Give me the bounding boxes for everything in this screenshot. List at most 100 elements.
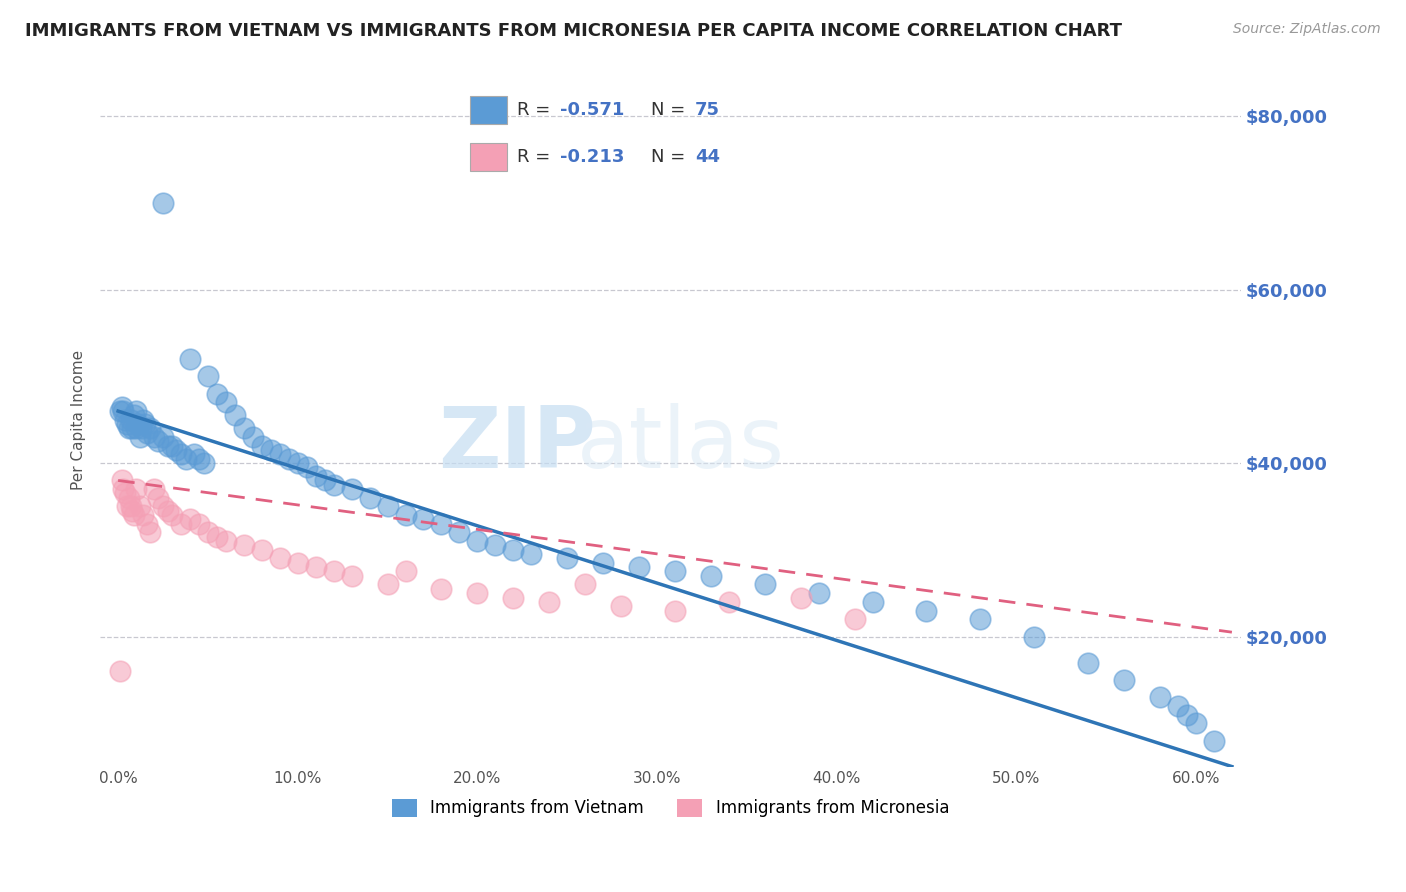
Point bbox=[862, 595, 884, 609]
Point bbox=[969, 612, 991, 626]
Point bbox=[394, 508, 416, 523]
Point bbox=[118, 421, 141, 435]
Point bbox=[1024, 630, 1046, 644]
Point bbox=[132, 508, 155, 523]
Point bbox=[125, 482, 148, 496]
Point bbox=[128, 500, 150, 514]
Point bbox=[193, 456, 215, 470]
Point bbox=[377, 577, 399, 591]
Point bbox=[305, 469, 328, 483]
Point bbox=[183, 447, 205, 461]
Point bbox=[187, 516, 209, 531]
Point bbox=[135, 425, 157, 440]
Point bbox=[232, 421, 254, 435]
Point bbox=[269, 551, 291, 566]
Point bbox=[122, 409, 145, 423]
Point bbox=[538, 595, 561, 609]
Point bbox=[394, 565, 416, 579]
Point bbox=[215, 534, 238, 549]
Point bbox=[287, 456, 309, 470]
Point bbox=[143, 482, 166, 496]
Point bbox=[807, 586, 830, 600]
Point bbox=[160, 439, 183, 453]
Point bbox=[322, 565, 344, 579]
Point bbox=[115, 417, 138, 431]
Point bbox=[269, 447, 291, 461]
Point bbox=[502, 591, 524, 605]
Point bbox=[146, 434, 169, 449]
Point bbox=[628, 560, 651, 574]
Point bbox=[125, 421, 148, 435]
Point bbox=[1175, 707, 1198, 722]
Y-axis label: Per Capita Income: Per Capita Income bbox=[72, 350, 86, 490]
Point bbox=[118, 491, 141, 505]
Point bbox=[187, 451, 209, 466]
Point bbox=[111, 400, 134, 414]
Point bbox=[157, 439, 180, 453]
Point bbox=[112, 404, 135, 418]
Point bbox=[340, 482, 363, 496]
Point bbox=[502, 542, 524, 557]
Point bbox=[574, 577, 596, 591]
Legend: Immigrants from Vietnam, Immigrants from Micronesia: Immigrants from Vietnam, Immigrants from… bbox=[385, 792, 956, 824]
Point bbox=[197, 525, 219, 540]
Point bbox=[120, 500, 142, 514]
Point bbox=[179, 352, 201, 367]
Point bbox=[134, 417, 156, 431]
Point bbox=[287, 556, 309, 570]
Point bbox=[430, 516, 453, 531]
Point bbox=[277, 451, 299, 466]
Point bbox=[430, 582, 453, 596]
Point bbox=[197, 369, 219, 384]
Point bbox=[295, 460, 318, 475]
Point bbox=[305, 560, 328, 574]
Point bbox=[790, 591, 813, 605]
Point bbox=[146, 491, 169, 505]
Point bbox=[165, 443, 187, 458]
Point bbox=[170, 447, 193, 461]
Point bbox=[1185, 716, 1208, 731]
Point bbox=[152, 196, 174, 211]
Point bbox=[115, 500, 138, 514]
Point bbox=[1114, 673, 1136, 687]
Text: IMMIGRANTS FROM VIETNAM VS IMMIGRANTS FROM MICRONESIA PER CAPITA INCOME CORRELAT: IMMIGRANTS FROM VIETNAM VS IMMIGRANTS FR… bbox=[25, 22, 1122, 40]
Point bbox=[1202, 733, 1225, 747]
Point bbox=[449, 525, 471, 540]
Point bbox=[112, 482, 135, 496]
Point bbox=[170, 516, 193, 531]
Point bbox=[844, 612, 866, 626]
Point bbox=[121, 504, 143, 518]
Point bbox=[717, 595, 740, 609]
Point bbox=[205, 386, 228, 401]
Point bbox=[664, 603, 686, 617]
Point bbox=[664, 565, 686, 579]
Point bbox=[128, 430, 150, 444]
Point bbox=[143, 430, 166, 444]
Point bbox=[157, 504, 180, 518]
Point bbox=[135, 516, 157, 531]
Point bbox=[377, 500, 399, 514]
Point bbox=[260, 443, 283, 458]
Point bbox=[250, 439, 273, 453]
Point bbox=[754, 577, 776, 591]
Point bbox=[467, 534, 489, 549]
Text: Source: ZipAtlas.com: Source: ZipAtlas.com bbox=[1233, 22, 1381, 37]
Point bbox=[1077, 656, 1099, 670]
Point bbox=[610, 599, 633, 614]
Point bbox=[205, 530, 228, 544]
Text: ZIP: ZIP bbox=[439, 402, 596, 485]
Point bbox=[1167, 698, 1189, 713]
Point bbox=[152, 500, 174, 514]
Point bbox=[467, 586, 489, 600]
Point bbox=[915, 603, 938, 617]
Point bbox=[121, 421, 143, 435]
Point bbox=[139, 525, 162, 540]
Point bbox=[139, 421, 162, 435]
Point bbox=[120, 413, 142, 427]
Point bbox=[484, 539, 506, 553]
Point bbox=[520, 547, 543, 561]
Point bbox=[224, 409, 246, 423]
Point bbox=[114, 486, 136, 500]
Point bbox=[700, 569, 723, 583]
Point bbox=[555, 551, 578, 566]
